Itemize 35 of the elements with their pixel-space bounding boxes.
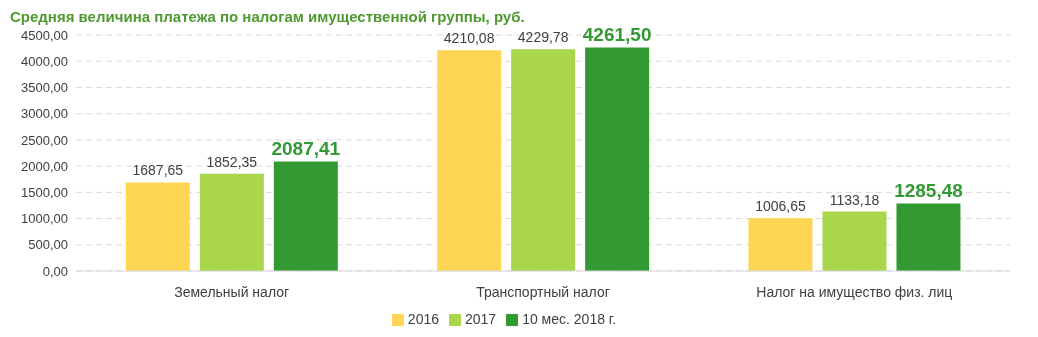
chart-title: Средняя величина платежа по налогам имущественной группы, руб. [10, 8, 526, 25]
bar [896, 203, 961, 271]
y-tick-label: 0,00 [42, 263, 68, 279]
bar [199, 173, 264, 271]
data-label: 1852,35 [206, 153, 258, 170]
data-label: 1687,65 [132, 162, 184, 179]
y-tick-label: 2500,00 [21, 132, 68, 148]
data-label: 4261,50 [582, 23, 652, 45]
x-tick-label: Налог на имущество физ. лиц [756, 283, 953, 300]
y-tick-label: 4000,00 [21, 53, 68, 69]
bar [748, 218, 813, 271]
legend-label: 2016 [407, 311, 439, 327]
bar [585, 47, 650, 271]
y-tick-label: 500,00 [28, 237, 68, 253]
bar [822, 211, 887, 271]
bar [125, 182, 190, 271]
y-tick-label: 1500,00 [21, 184, 68, 200]
y-tick-label: 3500,00 [21, 80, 68, 96]
data-label: 4210,08 [443, 30, 495, 47]
data-label: 1006,65 [755, 198, 806, 215]
y-tick-label: 4500,00 [21, 27, 68, 43]
data-label: 1285,48 [894, 179, 963, 201]
data-label: 2087,41 [271, 137, 341, 159]
data-label: 1133,18 [829, 191, 880, 208]
y-tick-label: 2000,00 [21, 158, 68, 174]
bar [273, 161, 338, 271]
y-tick-label: 1000,00 [21, 211, 68, 227]
bar [511, 49, 576, 271]
x-tick-label: Земельный налог [174, 283, 290, 300]
bar [437, 50, 502, 271]
x-tick-label: Транспортный налог [476, 283, 610, 300]
legend-label: 10 мес. 2018 г. [522, 311, 617, 327]
data-label: 4229,78 [517, 29, 569, 46]
y-tick-label: 3000,00 [21, 106, 68, 122]
legend-label: 2017 [465, 311, 497, 327]
